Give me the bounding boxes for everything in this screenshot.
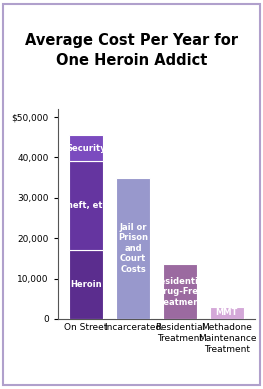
Text: Security: Security <box>66 144 106 153</box>
Bar <box>163 265 197 319</box>
Text: Theft, etc.: Theft, etc. <box>61 202 111 210</box>
Bar <box>69 161 103 250</box>
Bar <box>116 178 150 319</box>
Text: MMT: MMT <box>216 308 238 317</box>
Bar <box>69 135 103 161</box>
Bar <box>69 250 103 319</box>
Text: Heroin: Heroin <box>70 280 102 289</box>
Text: Residential
Drug-Free
Treatment: Residential Drug-Free Treatment <box>153 277 207 307</box>
Bar <box>210 307 244 319</box>
Text: Average Cost Per Year for
One Heroin Addict: Average Cost Per Year for One Heroin Add… <box>25 33 238 68</box>
Text: Jail or
Prison
and
Court
Costs: Jail or Prison and Court Costs <box>118 223 148 273</box>
